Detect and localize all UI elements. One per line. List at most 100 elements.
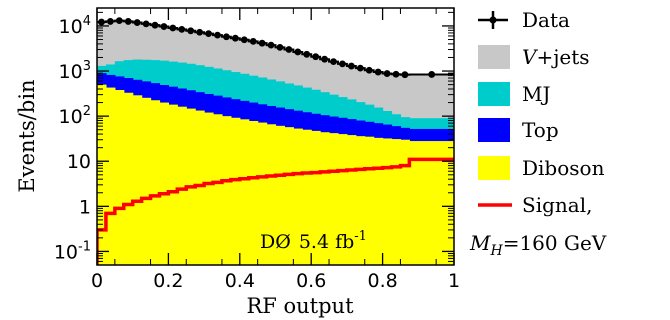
- legend-entry-diboson: Diboson: [478, 156, 605, 180]
- bar-diboson: [114, 89, 125, 265]
- data-point: [214, 31, 221, 39]
- signal-line: [97, 157, 454, 265]
- bar-diboson: [382, 138, 393, 265]
- data-point: [160, 23, 168, 30]
- y-tick-label: 104: [59, 14, 91, 38]
- y-tick-label: 10: [67, 151, 91, 173]
- legend: Data V+jets MJ Top Diboson Signal, MH=16…: [469, 8, 607, 259]
- legend-label-data: Data: [522, 8, 570, 32]
- y-tick-label: 1: [79, 196, 91, 218]
- plot-area: 0 0.2 0.4 0.6 0.8 1 10-1 1 10 102 103 104: [54, 7, 460, 292]
- legend-label-vjets-main: V: [522, 45, 539, 69]
- legend-swatch-top: [478, 118, 510, 142]
- bar-diboson: [221, 116, 232, 265]
- data-point: [428, 71, 436, 78]
- bar-diboson: [364, 136, 375, 265]
- data-point: [151, 21, 159, 29]
- x-tick-label: 0.6: [296, 270, 326, 292]
- data-point: [312, 53, 320, 61]
- data-point: [169, 24, 177, 32]
- bar-diboson: [311, 130, 321, 265]
- data-point: [178, 25, 186, 33]
- data-point: [98, 18, 105, 26]
- data-point: [187, 27, 195, 35]
- data-point: [249, 37, 257, 45]
- data-point: [356, 64, 364, 72]
- bar-diboson: [346, 135, 357, 265]
- x-tick-label: 0.2: [153, 270, 183, 292]
- data-point: [374, 68, 382, 76]
- data-point: [106, 18, 114, 25]
- data-series: [97, 17, 454, 79]
- y-tick-label: 102: [59, 104, 91, 128]
- legend-entry-mj: MJ: [478, 82, 551, 106]
- bar-diboson: [266, 124, 277, 265]
- svg-text:V+jets: V+jets: [522, 45, 590, 69]
- data-point: [303, 50, 311, 58]
- data-point: [347, 62, 355, 70]
- data-point: [205, 30, 212, 38]
- data-point: [285, 46, 293, 53]
- legend-label-diboson: Diboson: [522, 156, 605, 180]
- svg-text:MH=160 GeV: MH=160 GeV: [469, 231, 607, 259]
- svg-text:DØ5.4 fb-1: DØ 5.4 fb-1: [260, 229, 367, 253]
- bar-diboson: [132, 95, 143, 265]
- x-tick-label: 1: [448, 270, 460, 292]
- legend-entry-data: Data: [478, 8, 570, 32]
- bar-diboson: [239, 119, 250, 265]
- annotation-lumi-exponent: -1: [354, 229, 367, 244]
- y-tick-label: 103: [59, 59, 91, 83]
- data-point: [124, 18, 132, 25]
- data-point: [196, 28, 204, 36]
- data-point: [383, 70, 391, 77]
- signal-series: [97, 157, 454, 265]
- axis-ticks: 0 0.2 0.4 0.6 0.8 1 10-1 1 10 102 103 104: [54, 8, 460, 292]
- legend-swatch-mj: [478, 82, 510, 106]
- legend-entry-vjets: V+jets: [478, 45, 590, 69]
- bar-diboson: [195, 110, 205, 265]
- bar-diboson: [391, 139, 402, 265]
- data-point: [339, 60, 346, 68]
- bar-diboson: [400, 139, 410, 265]
- bar-diboson: [141, 97, 152, 265]
- legend-label-vjets-rest: +jets: [536, 45, 589, 69]
- histogram-stack: [97, 20, 454, 265]
- data-point: [321, 55, 328, 63]
- bar-diboson: [159, 102, 169, 265]
- data-point: [330, 58, 337, 65]
- data-point: [401, 71, 409, 79]
- annotation-lumi: 5.4 fb: [299, 231, 354, 253]
- legend-swatch-diboson: [478, 156, 510, 180]
- legend-label-mj: MJ: [522, 82, 551, 106]
- legend-entry-top: Top: [478, 118, 559, 142]
- bar-diboson: [123, 92, 134, 265]
- data-point: [258, 39, 266, 47]
- legend-entry-signal: Signal, MH=160 GeV: [469, 193, 607, 259]
- data-line: [97, 19, 454, 76]
- data-point: [142, 20, 150, 28]
- data-point: [240, 36, 248, 44]
- bar-diboson: [257, 122, 268, 265]
- legend-swatch-vjets: [478, 45, 510, 69]
- bar-diboson: [204, 112, 214, 265]
- bar-diboson: [337, 134, 348, 265]
- bar-diboson: [105, 87, 116, 265]
- x-axis-title: RF output: [246, 294, 354, 318]
- bar-diboson: [275, 125, 286, 265]
- legend-data-dot: [489, 16, 497, 24]
- bar-diboson: [177, 106, 187, 265]
- legend-label-signal-mass: M: [469, 231, 491, 255]
- x-tick-label: 0.8: [367, 270, 397, 292]
- bar-diboson: [329, 133, 339, 265]
- bar-diboson: [168, 104, 178, 265]
- plot-frame: [96, 7, 455, 266]
- legend-label-signal-mass-sub: H: [489, 243, 503, 259]
- bar-diboson: [230, 117, 241, 265]
- x-tick-label: 0: [91, 270, 103, 292]
- data-point: [294, 48, 302, 56]
- bar-diboson: [355, 136, 366, 265]
- bar-diboson: [248, 121, 259, 265]
- x-tick-label: 0.4: [225, 270, 255, 292]
- bar-diboson: [320, 132, 330, 265]
- bar-diboson: [373, 137, 384, 265]
